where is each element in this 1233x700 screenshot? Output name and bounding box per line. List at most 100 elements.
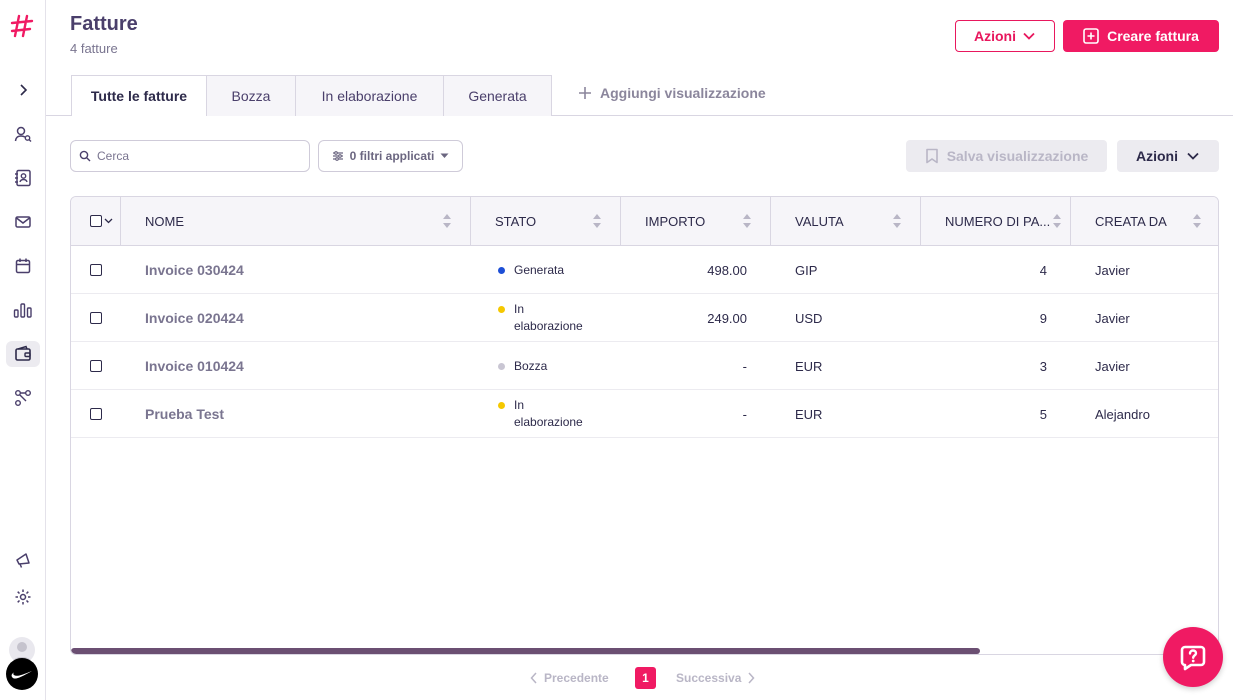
row-checkbox[interactable] [90,408,102,420]
actions-dropdown-button[interactable]: Azioni [955,20,1055,52]
row-select[interactable] [90,246,102,294]
tab-all-invoices[interactable]: Tutte le fatture [71,75,207,116]
actions-label: Azioni [974,28,1016,44]
chevron-down-icon[interactable] [104,218,113,224]
search-box [70,140,310,172]
add-view-label: Aggiungi visualizzazione [600,85,766,101]
invoice-name-link[interactable]: Prueba Test [145,406,225,422]
status-text: In [514,302,525,316]
invoice-name-link[interactable]: Invoice 030424 [145,262,244,278]
status-cell: Bozza [498,342,547,390]
row-checkbox[interactable] [90,360,102,372]
sidebar-item-reports[interactable] [6,297,40,323]
sliders-icon [332,151,343,161]
table-row[interactable]: Invoice 010424 Bozza - EUR 3 Javier [71,342,1218,390]
amount-cell: - [742,406,747,422]
chevron-right-icon [20,84,28,96]
sidebar-item-invoices[interactable] [6,341,40,367]
sort-icon[interactable] [742,212,752,230]
current-page-button[interactable]: 1 [635,667,656,689]
sidebar-item-workflows[interactable] [6,385,40,411]
row-checkbox[interactable] [90,312,102,324]
add-view-button[interactable]: Aggiungi visualizzazione [578,85,766,101]
table-row[interactable]: Prueba Test In elaborazione - EUR 5 Aleja… [71,390,1218,438]
row-select[interactable] [90,294,102,342]
table-row[interactable]: Invoice 030424 Generata 498.00 GIP 4 Jav… [71,246,1218,294]
calendar-icon [15,258,31,274]
status-cell: In elaborazione [498,390,583,438]
tab-processing[interactable]: In elaborazione [295,75,444,116]
column-label: VALUTA [795,213,844,229]
select-all-control[interactable] [71,197,121,245]
expand-sidebar-button[interactable] [6,77,40,103]
plus-box-icon [1083,28,1099,44]
next-page-button[interactable]: Successiva [676,671,755,685]
sidebar [0,0,46,700]
logo-icon[interactable] [8,12,36,40]
sidebar-item-calendar[interactable] [6,253,40,279]
row-select[interactable] [90,390,102,438]
column-label: IMPORTO [645,213,706,229]
currency-cell: EUR [795,406,823,422]
help-icon [1180,645,1206,671]
sidebar-item-mail[interactable] [6,209,40,235]
workflow-icon [15,390,31,406]
create-invoice-label: Creare fattura [1107,28,1199,44]
megaphone-icon [16,553,30,568]
column-header-amount[interactable]: IMPORTO [621,197,771,245]
sidebar-item-settings[interactable] [6,584,40,610]
sidebar-item-address-book[interactable] [6,165,40,191]
sidebar-item-contacts[interactable] [6,121,40,147]
table-row[interactable]: Invoice 020424 In elaborazione 249.00 USD… [71,294,1218,342]
created-by-cell: Javier [1095,358,1130,374]
table-actions-button[interactable]: Azioni [1117,140,1219,172]
pagination: Precedente 1 Successiva [0,667,1233,691]
filters-label: 0 filtri applicati [349,149,435,163]
status-text: Generata [514,262,565,277]
column-header-name[interactable]: NOME [121,197,471,245]
sort-icon[interactable] [892,212,902,230]
status-text-cont: elaborazione [514,415,583,429]
mail-icon [15,216,31,228]
row-checkbox[interactable] [90,264,102,276]
horizontal-scrollbar[interactable] [71,648,980,654]
status-dot [498,306,505,313]
tab-draft[interactable]: Bozza [206,75,296,116]
column-header-number[interactable]: NUMERO DI PA... [921,197,1071,245]
number-cell: 5 [1039,406,1047,422]
select-all-checkbox[interactable] [90,215,102,227]
column-label: STATO [495,213,537,229]
sort-icon[interactable] [1192,212,1202,230]
chevron-left-icon [530,672,537,684]
chevron-down-icon [1023,32,1035,40]
previous-label: Precedente [544,671,609,685]
previous-page-button[interactable]: Precedente [530,671,609,685]
search-input[interactable] [97,149,297,163]
tab-label: In elaborazione [321,88,418,104]
tabs-divider [46,115,1233,116]
filters-button[interactable]: 0 filtri applicati [318,140,463,172]
invoice-name-link[interactable]: Invoice 020424 [145,310,244,326]
organization-logo[interactable] [6,658,38,690]
create-invoice-button[interactable]: Creare fattura [1063,20,1219,52]
tab-generated[interactable]: Generata [443,75,552,116]
invoice-name-link[interactable]: Invoice 010424 [145,358,244,374]
status-dot [498,266,505,274]
save-view-button[interactable]: Salva visualizzazione [906,140,1107,172]
row-select[interactable] [90,342,102,390]
sort-icon[interactable] [592,212,602,230]
bookmark-icon [925,148,938,164]
help-chat-button[interactable] [1163,627,1223,687]
status-dot [498,402,505,409]
amount-cell: - [742,358,747,374]
sort-icon[interactable] [442,212,452,230]
bar-chart-icon [13,303,32,318]
sort-icon[interactable] [1052,212,1062,230]
contacts-icon [14,126,32,142]
gear-icon [15,589,31,605]
column-header-status[interactable]: STATO [471,197,621,245]
created-by-cell: Javier [1095,262,1130,278]
sidebar-item-announcements[interactable] [6,547,40,573]
column-header-created-by[interactable]: CREATA DA [1071,197,1218,245]
column-header-currency[interactable]: VALUTA [771,197,921,245]
